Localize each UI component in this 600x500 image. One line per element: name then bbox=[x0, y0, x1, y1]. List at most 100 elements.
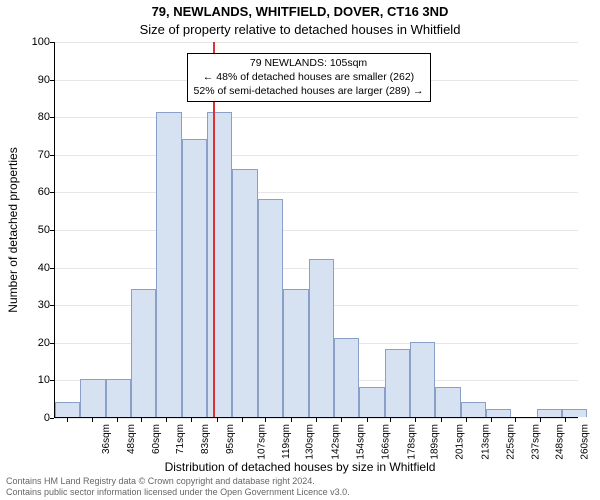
y-tick-label: 10 bbox=[10, 374, 50, 386]
y-tick-label: 100 bbox=[10, 36, 50, 48]
histogram-bar bbox=[334, 338, 359, 417]
histogram-bar bbox=[106, 379, 131, 417]
x-tick-label: 237sqm bbox=[531, 424, 542, 460]
annotation-line2: ← 48% of detached houses are smaller (26… bbox=[194, 71, 424, 85]
x-tick-label: 225sqm bbox=[506, 424, 517, 460]
y-tick-mark bbox=[50, 80, 54, 81]
x-tick-label: 36sqm bbox=[101, 424, 112, 454]
x-tick-mark bbox=[141, 418, 142, 422]
footer-attribution: Contains HM Land Registry data © Crown c… bbox=[6, 476, 350, 498]
x-tick-mark bbox=[367, 418, 368, 422]
y-tick-label: 50 bbox=[10, 224, 50, 236]
y-tick-mark bbox=[50, 192, 54, 193]
y-tick-mark bbox=[50, 418, 54, 419]
x-tick-mark bbox=[191, 418, 192, 422]
histogram-bar bbox=[258, 199, 283, 417]
x-tick-label: 213sqm bbox=[480, 424, 491, 460]
histogram-bar bbox=[562, 409, 587, 417]
x-tick-mark bbox=[341, 418, 342, 422]
y-tick-label: 80 bbox=[10, 111, 50, 123]
y-tick-label: 60 bbox=[10, 186, 50, 198]
x-tick-label: 142sqm bbox=[330, 424, 341, 460]
histogram-bar bbox=[156, 112, 181, 417]
x-tick-label: 260sqm bbox=[580, 424, 591, 460]
x-tick-label: 178sqm bbox=[406, 424, 417, 460]
x-tick-mark bbox=[565, 418, 566, 422]
y-tick-mark bbox=[50, 343, 54, 344]
x-tick-mark bbox=[92, 418, 93, 422]
x-tick-label: 166sqm bbox=[381, 424, 392, 460]
x-tick-label: 71sqm bbox=[175, 424, 186, 454]
y-tick-mark bbox=[50, 117, 54, 118]
chart-container: 79, NEWLANDS, WHITFIELD, DOVER, CT16 3ND… bbox=[0, 0, 600, 500]
plot-area: 79 NEWLANDS: 105sqm← 48% of detached hou… bbox=[54, 42, 578, 418]
histogram-bar bbox=[80, 379, 105, 417]
footer-line1: Contains HM Land Registry data © Crown c… bbox=[6, 476, 350, 487]
y-tick-label: 70 bbox=[10, 149, 50, 161]
y-tick-mark bbox=[50, 380, 54, 381]
x-tick-label: 83sqm bbox=[200, 424, 211, 454]
chart-title-line2: Size of property relative to detached ho… bbox=[0, 22, 600, 37]
annotation-box: 79 NEWLANDS: 105sqm← 48% of detached hou… bbox=[187, 53, 431, 102]
histogram-bar bbox=[283, 289, 308, 417]
histogram-bar bbox=[131, 289, 156, 417]
x-tick-mark bbox=[67, 418, 68, 422]
x-tick-label: 130sqm bbox=[305, 424, 316, 460]
histogram-bar bbox=[410, 342, 435, 417]
x-tick-mark bbox=[515, 418, 516, 422]
histogram-bar bbox=[486, 409, 511, 417]
grid-line bbox=[55, 117, 578, 118]
x-tick-label: 154sqm bbox=[356, 424, 367, 460]
grid-line bbox=[55, 230, 578, 231]
x-tick-label: 189sqm bbox=[430, 424, 441, 460]
annotation-line1: 79 NEWLANDS: 105sqm bbox=[194, 57, 424, 71]
footer-line2: Contains public sector information licen… bbox=[6, 487, 350, 498]
histogram-bar bbox=[359, 387, 384, 417]
y-tick-mark bbox=[50, 230, 54, 231]
y-tick-mark bbox=[50, 155, 54, 156]
y-tick-label: 0 bbox=[10, 412, 50, 424]
histogram-bar bbox=[435, 387, 460, 417]
x-tick-mark bbox=[291, 418, 292, 422]
x-tick-label: 95sqm bbox=[225, 424, 236, 454]
y-tick-label: 20 bbox=[10, 337, 50, 349]
grid-line bbox=[55, 42, 578, 43]
x-tick-label: 201sqm bbox=[455, 424, 466, 460]
y-tick-label: 30 bbox=[10, 299, 50, 311]
x-tick-mark bbox=[316, 418, 317, 422]
histogram-bar bbox=[385, 349, 410, 417]
x-tick-label: 248sqm bbox=[554, 424, 565, 460]
histogram-bar bbox=[232, 169, 257, 417]
x-tick-label: 107sqm bbox=[256, 424, 267, 460]
histogram-bar bbox=[182, 139, 207, 417]
y-tick-label: 40 bbox=[10, 262, 50, 274]
x-tick-mark bbox=[441, 418, 442, 422]
x-tick-mark bbox=[415, 418, 416, 422]
histogram-bar bbox=[207, 112, 232, 417]
y-tick-mark bbox=[50, 305, 54, 306]
x-tick-mark bbox=[166, 418, 167, 422]
x-axis-label: Distribution of detached houses by size … bbox=[0, 460, 600, 474]
histogram-bar bbox=[309, 259, 334, 417]
x-tick-mark bbox=[540, 418, 541, 422]
histogram-bar bbox=[537, 409, 562, 417]
x-tick-label: 119sqm bbox=[281, 424, 292, 459]
x-tick-mark bbox=[390, 418, 391, 422]
grid-line bbox=[55, 155, 578, 156]
x-tick-mark bbox=[217, 418, 218, 422]
grid-line bbox=[55, 192, 578, 193]
x-tick-mark bbox=[117, 418, 118, 422]
histogram-bar bbox=[461, 402, 486, 417]
y-tick-label: 90 bbox=[10, 74, 50, 86]
y-tick-mark bbox=[50, 42, 54, 43]
x-tick-label: 48sqm bbox=[126, 424, 137, 454]
x-tick-mark bbox=[242, 418, 243, 422]
annotation-line3: 52% of semi-detached houses are larger (… bbox=[194, 85, 424, 99]
histogram-bar bbox=[55, 402, 80, 417]
x-tick-mark bbox=[466, 418, 467, 422]
x-tick-label: 60sqm bbox=[151, 424, 162, 454]
x-tick-mark bbox=[491, 418, 492, 422]
x-tick-mark bbox=[265, 418, 266, 422]
chart-title-line1: 79, NEWLANDS, WHITFIELD, DOVER, CT16 3ND bbox=[0, 4, 600, 19]
y-tick-mark bbox=[50, 268, 54, 269]
